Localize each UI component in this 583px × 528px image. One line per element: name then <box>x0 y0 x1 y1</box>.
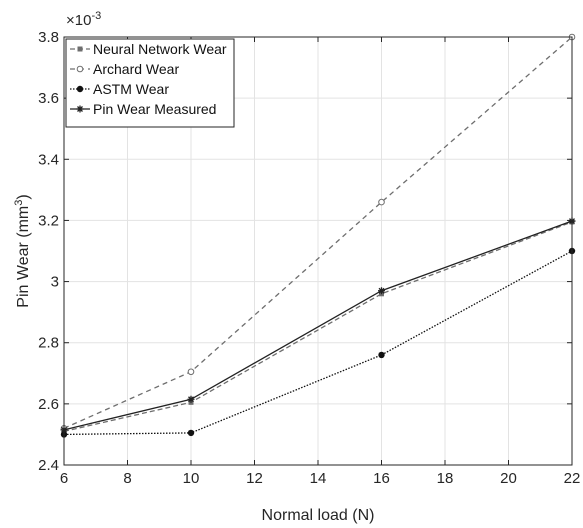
legend-item: ASTM Wear <box>70 81 169 97</box>
x-tick-label: 16 <box>373 470 390 487</box>
x-tick-label: 8 <box>123 470 131 487</box>
x-tick-label: 10 <box>183 470 200 487</box>
legend-label: ASTM Wear <box>93 81 169 97</box>
data-point <box>76 65 84 73</box>
data-point <box>378 287 385 295</box>
series-line <box>63 221 573 433</box>
data-point <box>187 368 195 376</box>
series-line <box>63 250 573 436</box>
y-tick-label: 3 <box>51 274 59 291</box>
y-tick-label: 3.2 <box>38 212 59 229</box>
y-tick-label: 3.8 <box>38 29 59 46</box>
legend: Neural Network Wear Archard Wear ASTM Wear… <box>65 38 235 128</box>
data-point <box>378 198 385 206</box>
data-point <box>76 105 84 113</box>
data-point <box>378 351 385 359</box>
ticks: 6 8 10 12 14 16 18 20 22 2.4 2.6 2.8 3 3.2 3.4 3.6 3.8 <box>38 29 580 487</box>
y-tick-label: 2.4 <box>38 457 59 474</box>
legend-box <box>65 38 235 128</box>
legend-label: Archard Wear <box>93 61 179 77</box>
x-tick-label: 12 <box>246 470 263 487</box>
x-tick-label: 6 <box>60 470 68 487</box>
legend-items: Neural Network Wear Archard Wear ASTM Wear… <box>70 41 227 117</box>
y-axis-label: Pin Wear (mm3) <box>13 194 32 307</box>
x-tick-label: 22 <box>564 470 581 487</box>
x-tick-label: 20 <box>500 470 517 487</box>
x-tick-label: 18 <box>437 470 454 487</box>
legend-item: Neural Network Wear <box>70 41 227 57</box>
x-axis-label: Normal load (N) <box>262 507 375 524</box>
data-point <box>76 85 84 93</box>
x-tick-label: 14 <box>310 470 327 487</box>
data-point <box>77 46 83 52</box>
series-line <box>63 220 573 431</box>
y-tick-label: 2.8 <box>38 335 59 352</box>
data-point <box>187 395 195 403</box>
y-tick-label: 3.6 <box>38 90 59 107</box>
legend-item: Archard Wear <box>70 61 179 77</box>
y-tick-label: 3.4 <box>38 151 59 168</box>
data-point <box>187 429 195 437</box>
legend-label: Pin Wear Measured <box>93 101 216 117</box>
legend-label: Neural Network Wear <box>93 41 227 57</box>
legend-item: Pin Wear Measured <box>70 101 216 117</box>
y-exponent-label: ×10-3 <box>66 10 101 29</box>
y-tick-label: 2.6 <box>38 396 59 413</box>
